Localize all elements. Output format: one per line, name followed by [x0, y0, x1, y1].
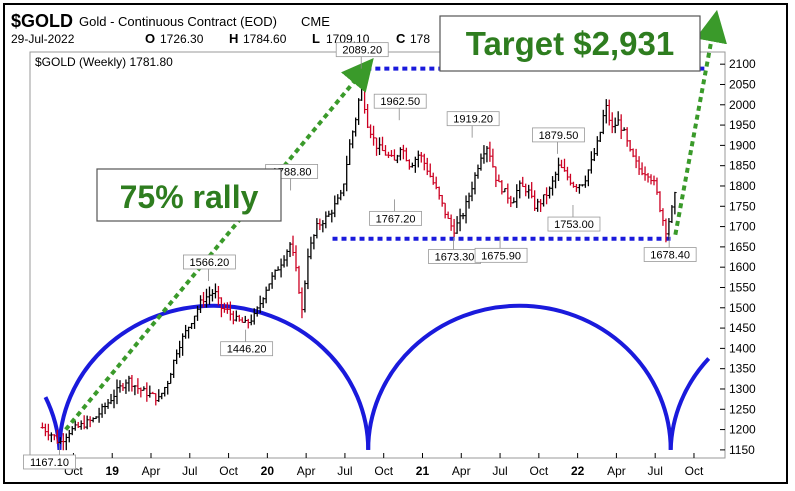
symbol-title: $GOLD [11, 11, 73, 31]
price-label-box [369, 210, 422, 226]
rally-callout-box [96, 168, 282, 222]
open-label: O [145, 31, 155, 46]
close-value: 178 [410, 32, 430, 46]
y-tick-label: 1250 [729, 402, 756, 416]
price-label: 1879.50 [539, 130, 579, 142]
price-label: 2089.20 [342, 45, 382, 57]
price-bars [40, 77, 677, 451]
x-tick-label: 22 [571, 464, 585, 478]
y-tick-label: 1350 [729, 362, 756, 376]
price-label-box [532, 127, 585, 143]
contract-description: Gold - Continuous Contract (EOD) [79, 14, 277, 29]
price-label-box [474, 247, 528, 263]
y-tick-label: 1900 [729, 138, 756, 152]
price-label: 1962.50 [380, 96, 420, 108]
price-label: 1673.30 [435, 252, 475, 264]
price-label: 1678.40 [650, 250, 690, 262]
x-tick-label: Jul [182, 464, 197, 478]
target-callout-text: Target $2,931 [466, 25, 675, 62]
chart-frame: $GOLD Gold - Continuous Contract (EOD) C… [3, 3, 788, 484]
x-tick-label: Jul [337, 464, 352, 478]
price-label-box [446, 111, 500, 127]
price-label-box [335, 42, 389, 58]
price-label-box [547, 216, 601, 232]
cycle-arc-right-start [668, 357, 711, 450]
price-labels: 1167.10 1566.20 1446.20 1788.80 2089.20 1962.… [23, 42, 697, 470]
y-tick-label: 1550 [729, 280, 756, 294]
projection-arrow-1 [64, 57, 374, 431]
rally-callout: 75% rally [96, 168, 282, 222]
cycle-arc-2 [366, 304, 673, 450]
target-callout-box [439, 15, 701, 72]
price-label: 1566.20 [190, 257, 230, 269]
price-label-box [643, 247, 697, 262]
y-tick-label: 1950 [729, 118, 756, 132]
projection-arrows [64, 9, 727, 431]
y-tick-label: 1750 [729, 199, 756, 213]
price-label: 1788.80 [272, 166, 312, 178]
x-tick-label: 21 [416, 464, 430, 478]
y-tick-label: 1400 [729, 341, 756, 355]
open-value: 1726.30 [160, 32, 204, 46]
y-tick-label: 1800 [729, 179, 756, 193]
price-label: 1919.20 [453, 114, 493, 126]
rally-callout-text: 75% rally [120, 179, 259, 215]
x-tick-label: Oct [685, 464, 704, 478]
price-label-box [183, 254, 236, 270]
x-tick-label: 19 [106, 464, 120, 478]
x-tick-label: Apr [142, 464, 161, 478]
x-tick-label: Apr [297, 464, 316, 478]
y-tick-label: 1200 [729, 423, 756, 437]
y-tick-label: 1500 [729, 301, 756, 315]
high-value: 1784.60 [243, 32, 287, 46]
y-tick-label: 2050 [729, 77, 756, 91]
price-label-box [220, 341, 274, 357]
y-axis: 1150 1200 1250 1300 1350 1400 1450 1500 1550 1600… [720, 57, 756, 457]
x-tick-label: 20 [261, 464, 275, 478]
x-tick-label: Jul [492, 464, 507, 478]
y-tick-label: 1300 [729, 382, 756, 396]
price-label: 1753.00 [554, 219, 594, 231]
y-tick-label: 1450 [729, 321, 756, 335]
x-tick-label: Oct [374, 464, 393, 478]
target-callout: Target $2,931 [439, 15, 701, 72]
x-tick-label: Oct [530, 464, 549, 478]
y-tick-label: 1700 [729, 220, 756, 234]
x-tick-label: Oct [219, 464, 238, 478]
y-tick-label: 1600 [729, 260, 756, 274]
price-label-box [23, 454, 76, 470]
x-tick-label: Apr [607, 464, 626, 478]
quote-date: 29-Jul-2022 [11, 32, 75, 46]
y-tick-label: 2000 [729, 98, 756, 112]
price-label: 1167.10 [30, 457, 69, 469]
y-tick-label: 1850 [729, 159, 756, 173]
y-tick-label: 1650 [729, 240, 756, 254]
x-tick-label: Apr [452, 464, 471, 478]
cycle-arcs [43, 303, 711, 451]
price-label: 1446.20 [227, 344, 267, 356]
low-label: L [312, 31, 320, 46]
price-label: 1675.90 [481, 250, 521, 262]
high-label: H [229, 31, 238, 46]
close-label: C [396, 31, 406, 46]
y-tick-label: 1150 [729, 443, 755, 457]
y-tick-label: 2100 [729, 57, 756, 71]
series-legend: $GOLD (Weekly) 1781.80 [35, 55, 173, 69]
x-tick-label: Jul [648, 464, 663, 478]
price-label: 1767.20 [376, 213, 416, 225]
gold-weekly-chart: $GOLD Gold - Continuous Contract (EOD) C… [11, 9, 756, 478]
price-label-box [373, 93, 427, 109]
cycle-arc-1 [57, 303, 371, 450]
exchange-label: CME [301, 14, 330, 29]
x-axis: Oct 19 Apr Jul Oct 20 Apr Jul Oct 21 Apr Jul Oct 22 Ap… [64, 453, 704, 478]
